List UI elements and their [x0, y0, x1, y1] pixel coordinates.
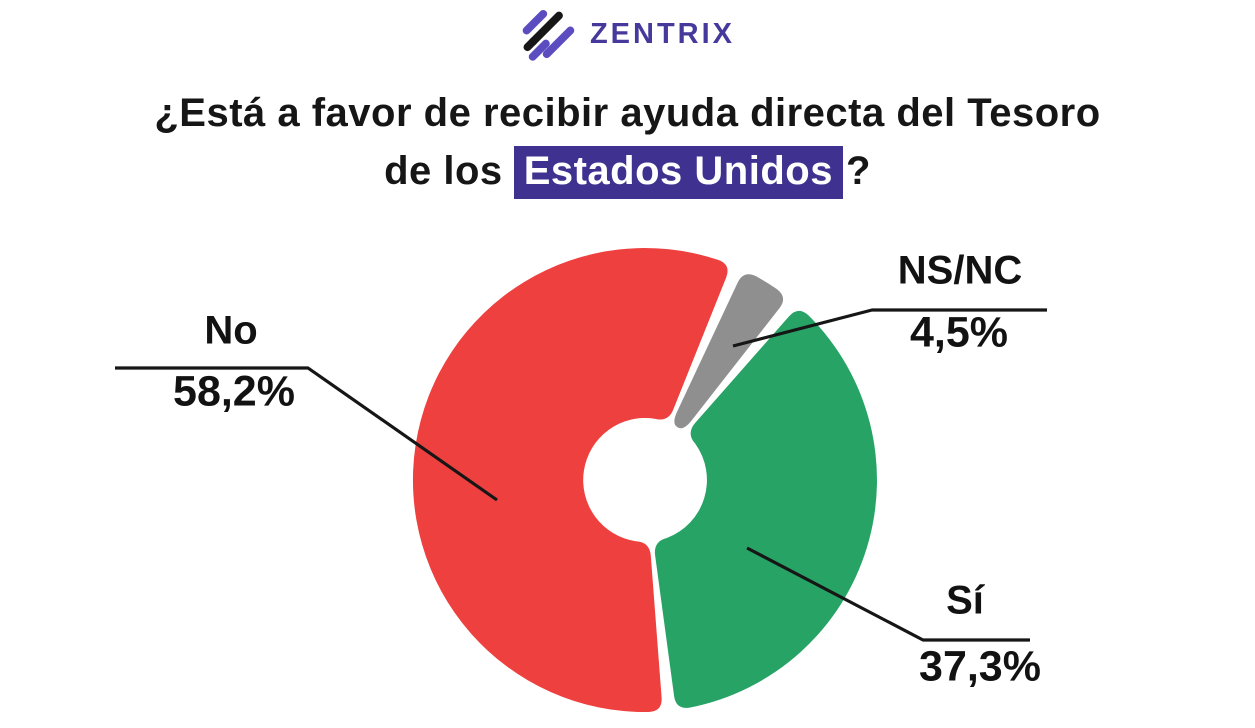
- leader-line-si: [746, 546, 1030, 642]
- poll-question-line2: de los Estados Unidos?: [0, 142, 1255, 200]
- value-nsnc: 4,5%: [909, 308, 1009, 357]
- highlighted-country: Estados Unidos: [513, 146, 843, 199]
- zentrix-logo-icon: [522, 9, 574, 61]
- label-si: Sí: [946, 578, 984, 623]
- poll-question: ¿Está a favor de recibir ayuda directa d…: [0, 84, 1255, 200]
- value-si: 37,3%: [919, 642, 1041, 691]
- label-nsnc: NS/NC: [897, 248, 1023, 293]
- label-no: No: [204, 308, 258, 353]
- value-no: 58,2%: [173, 367, 295, 416]
- poll-question-line1: ¿Está a favor de recibir ayuda directa d…: [154, 91, 1101, 135]
- slice-nsnc: [674, 274, 784, 429]
- leader-line-nsnc: [732, 308, 1047, 348]
- leader-line-no: [115, 366, 498, 502]
- poll-question-line2-suffix: ?: [845, 149, 871, 193]
- slice-no: [412, 248, 728, 713]
- zentrix-logo-text: ZENTRIX: [589, 17, 736, 50]
- poll-question-line2-prefix: de los: [384, 149, 503, 193]
- slice-si: [654, 310, 877, 708]
- zentrix-logo: ZENTRIX: [520, 6, 735, 62]
